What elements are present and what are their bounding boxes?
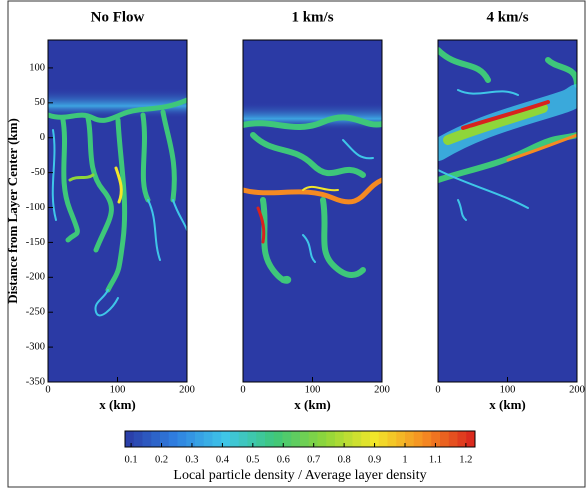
colorbar-band <box>353 431 362 447</box>
colorbar-band <box>274 431 283 447</box>
colorbar-band <box>283 431 292 447</box>
figure: No Flowx (km)0100200100500-50-100-150-20… <box>0 0 587 489</box>
colorbar-tick-label: 0.4 <box>216 454 230 465</box>
colorbar-band <box>204 431 213 447</box>
colorbar-band <box>151 431 160 447</box>
panel-title: 1 km/s <box>291 9 333 25</box>
colorbar-tick-label: 0.6 <box>277 454 290 465</box>
y-tick-label: 50 <box>35 97 46 108</box>
x-tick-label: 100 <box>305 384 321 395</box>
y-tick-label: -350 <box>26 376 45 387</box>
density-field <box>438 40 577 382</box>
colorbar-tick-label: 0.9 <box>368 454 381 465</box>
colorbar-band <box>195 431 204 447</box>
colorbar-band <box>169 431 178 447</box>
colorbar-band <box>230 431 239 447</box>
colorbar-band <box>396 431 405 447</box>
y-tick-label: 0 <box>40 132 45 143</box>
colorbar-band <box>344 431 353 447</box>
y-tick-label: 100 <box>29 62 45 73</box>
panel-title: No Flow <box>91 9 145 25</box>
colorbar-band <box>440 431 449 447</box>
x-tick-label: 200 <box>569 384 585 395</box>
colorbar-tick-label: 1.1 <box>429 454 442 465</box>
colorbar-tick-label: 0.7 <box>307 454 320 465</box>
colorbar-band <box>318 431 327 447</box>
colorbar-band <box>466 431 475 447</box>
colorbar-tick-label: 0.5 <box>246 454 259 465</box>
colorbar-band <box>125 431 134 447</box>
colorbar-tick-label: 0.8 <box>338 454 351 465</box>
x-tick-label: 0 <box>45 384 50 395</box>
colorbar-band <box>291 431 300 447</box>
y-tick-label: -250 <box>26 307 45 318</box>
colorbar-tick-label: 1 <box>402 454 407 465</box>
y-tick-label: -100 <box>26 202 45 213</box>
colorbar-band <box>423 431 432 447</box>
x-axis-label: x (km) <box>294 397 330 412</box>
colorbar-band <box>134 431 143 447</box>
density-field <box>243 40 382 382</box>
colorbar-band <box>458 431 467 447</box>
colorbar-band <box>388 431 397 447</box>
colorbar-label: Local particle density / Average layer d… <box>173 468 426 483</box>
colorbar-band <box>213 431 222 447</box>
colorbar-band <box>379 431 388 447</box>
x-axis-label: x (km) <box>489 397 525 412</box>
colorbar-band <box>414 431 423 447</box>
colorbar-tick-label: 0.2 <box>155 454 168 465</box>
colorbar-band <box>178 431 187 447</box>
y-tick-label: -150 <box>26 237 45 248</box>
colorbar-tick-label: 0.1 <box>125 454 138 465</box>
y-tick-label: -200 <box>26 272 45 283</box>
colorbar-band <box>335 431 344 447</box>
x-tick-label: 100 <box>500 384 516 395</box>
y-axis-label: Distance from Layer Center (km) <box>5 118 20 304</box>
x-axis-label: x (km) <box>99 397 135 412</box>
x-tick-label: 100 <box>110 384 126 395</box>
colorbar-tick-label: 1.2 <box>459 454 472 465</box>
y-tick-label: -300 <box>26 342 45 353</box>
colorbar-band <box>300 431 309 447</box>
colorbar-band <box>265 431 274 447</box>
colorbar-tick-label: 0.3 <box>185 454 198 465</box>
colorbar-band <box>361 431 370 447</box>
colorbar-band <box>256 431 265 447</box>
colorbar-band <box>186 431 195 447</box>
colorbar-band <box>449 431 458 447</box>
colorbar-band <box>248 431 257 447</box>
x-tick-label: 200 <box>179 384 195 395</box>
x-tick-label: 0 <box>240 384 245 395</box>
colorbar-band <box>326 431 335 447</box>
x-tick-label: 0 <box>435 384 440 395</box>
y-tick-label: -50 <box>31 167 45 178</box>
colorbar-band <box>239 431 248 447</box>
density-field <box>48 40 187 382</box>
panel-title: 4 km/s <box>486 9 528 25</box>
colorbar-band <box>143 431 152 447</box>
x-tick-label: 200 <box>374 384 390 395</box>
colorbar-band <box>405 431 414 447</box>
